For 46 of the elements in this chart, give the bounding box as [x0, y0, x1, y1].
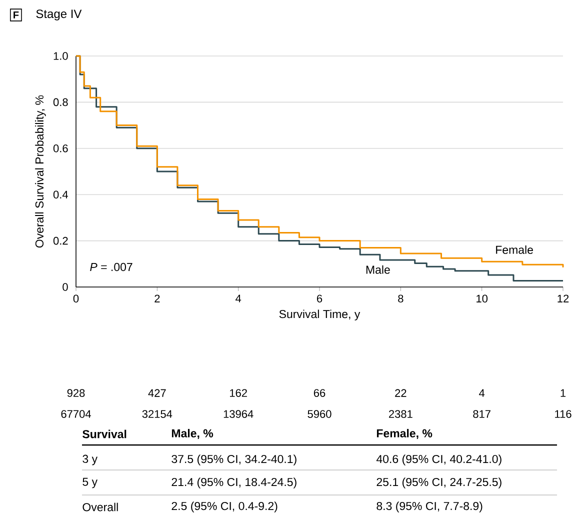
text: Male, %	[172, 428, 214, 440]
text: 8.3 (95% CI, 7.7-8.9)	[376, 502, 482, 512]
y-tick-label: 0.8	[53, 98, 68, 106]
y-tick-label: 0.4	[53, 190, 68, 198]
text: 13964	[224, 410, 254, 418]
chart-title: Stage IV	[36, 10, 82, 20]
text: 32154	[142, 410, 172, 418]
text: Survival	[82, 430, 126, 438]
text: 21.4 (95% CI, 18.4-24.5)	[172, 478, 296, 488]
x-tick-label: 0	[73, 294, 79, 302]
text: 25.1 (95% CI, 24.7-25.5)	[376, 478, 502, 488]
text: Female, %	[376, 428, 432, 440]
text: F	[14, 12, 19, 18]
text: 1	[560, 389, 566, 397]
y-tick-label: 0.2	[53, 236, 68, 245]
text: 817	[473, 410, 490, 418]
text: 162	[230, 389, 247, 397]
text: 4	[479, 389, 485, 397]
text: 427	[148, 389, 166, 397]
text: 40.6 (95% CI, 40.2-41.0)	[376, 454, 502, 466]
x-axis-title: Survival Time, y	[279, 310, 360, 320]
series-label: Female	[496, 245, 533, 254]
y-tick-label: 0.6	[53, 144, 68, 152]
text: 5960	[308, 410, 332, 418]
text: Overall	[82, 502, 118, 512]
x-tick-label: 6	[317, 294, 322, 302]
x-tick-label: 2	[154, 294, 160, 302]
x-tick-label: 10	[476, 294, 488, 302]
text: 67704	[61, 410, 91, 418]
y-axis-title: Overall Survival Probability, %	[35, 95, 46, 248]
y-tick-label: 0	[62, 283, 68, 291]
text: 37.5 (95% CI, 34.2-40.1)	[172, 454, 296, 466]
x-tick-label: 12	[558, 294, 569, 302]
text: 928	[67, 389, 85, 397]
annotation: P = .007	[90, 262, 132, 272]
text: 3 y	[82, 454, 98, 466]
text: 66	[314, 389, 326, 397]
text: 5 y	[82, 478, 98, 488]
text: 2381	[388, 410, 412, 418]
series-label: Male	[366, 265, 390, 274]
text: 2.5 (95% CI, 0.4-9.2)	[172, 502, 278, 512]
x-tick-label: 4	[236, 294, 242, 302]
y-tick-label: 1.0	[54, 52, 68, 60]
text: 22	[395, 389, 406, 397]
x-tick-label: 8	[398, 294, 404, 302]
text: 116	[555, 410, 572, 418]
